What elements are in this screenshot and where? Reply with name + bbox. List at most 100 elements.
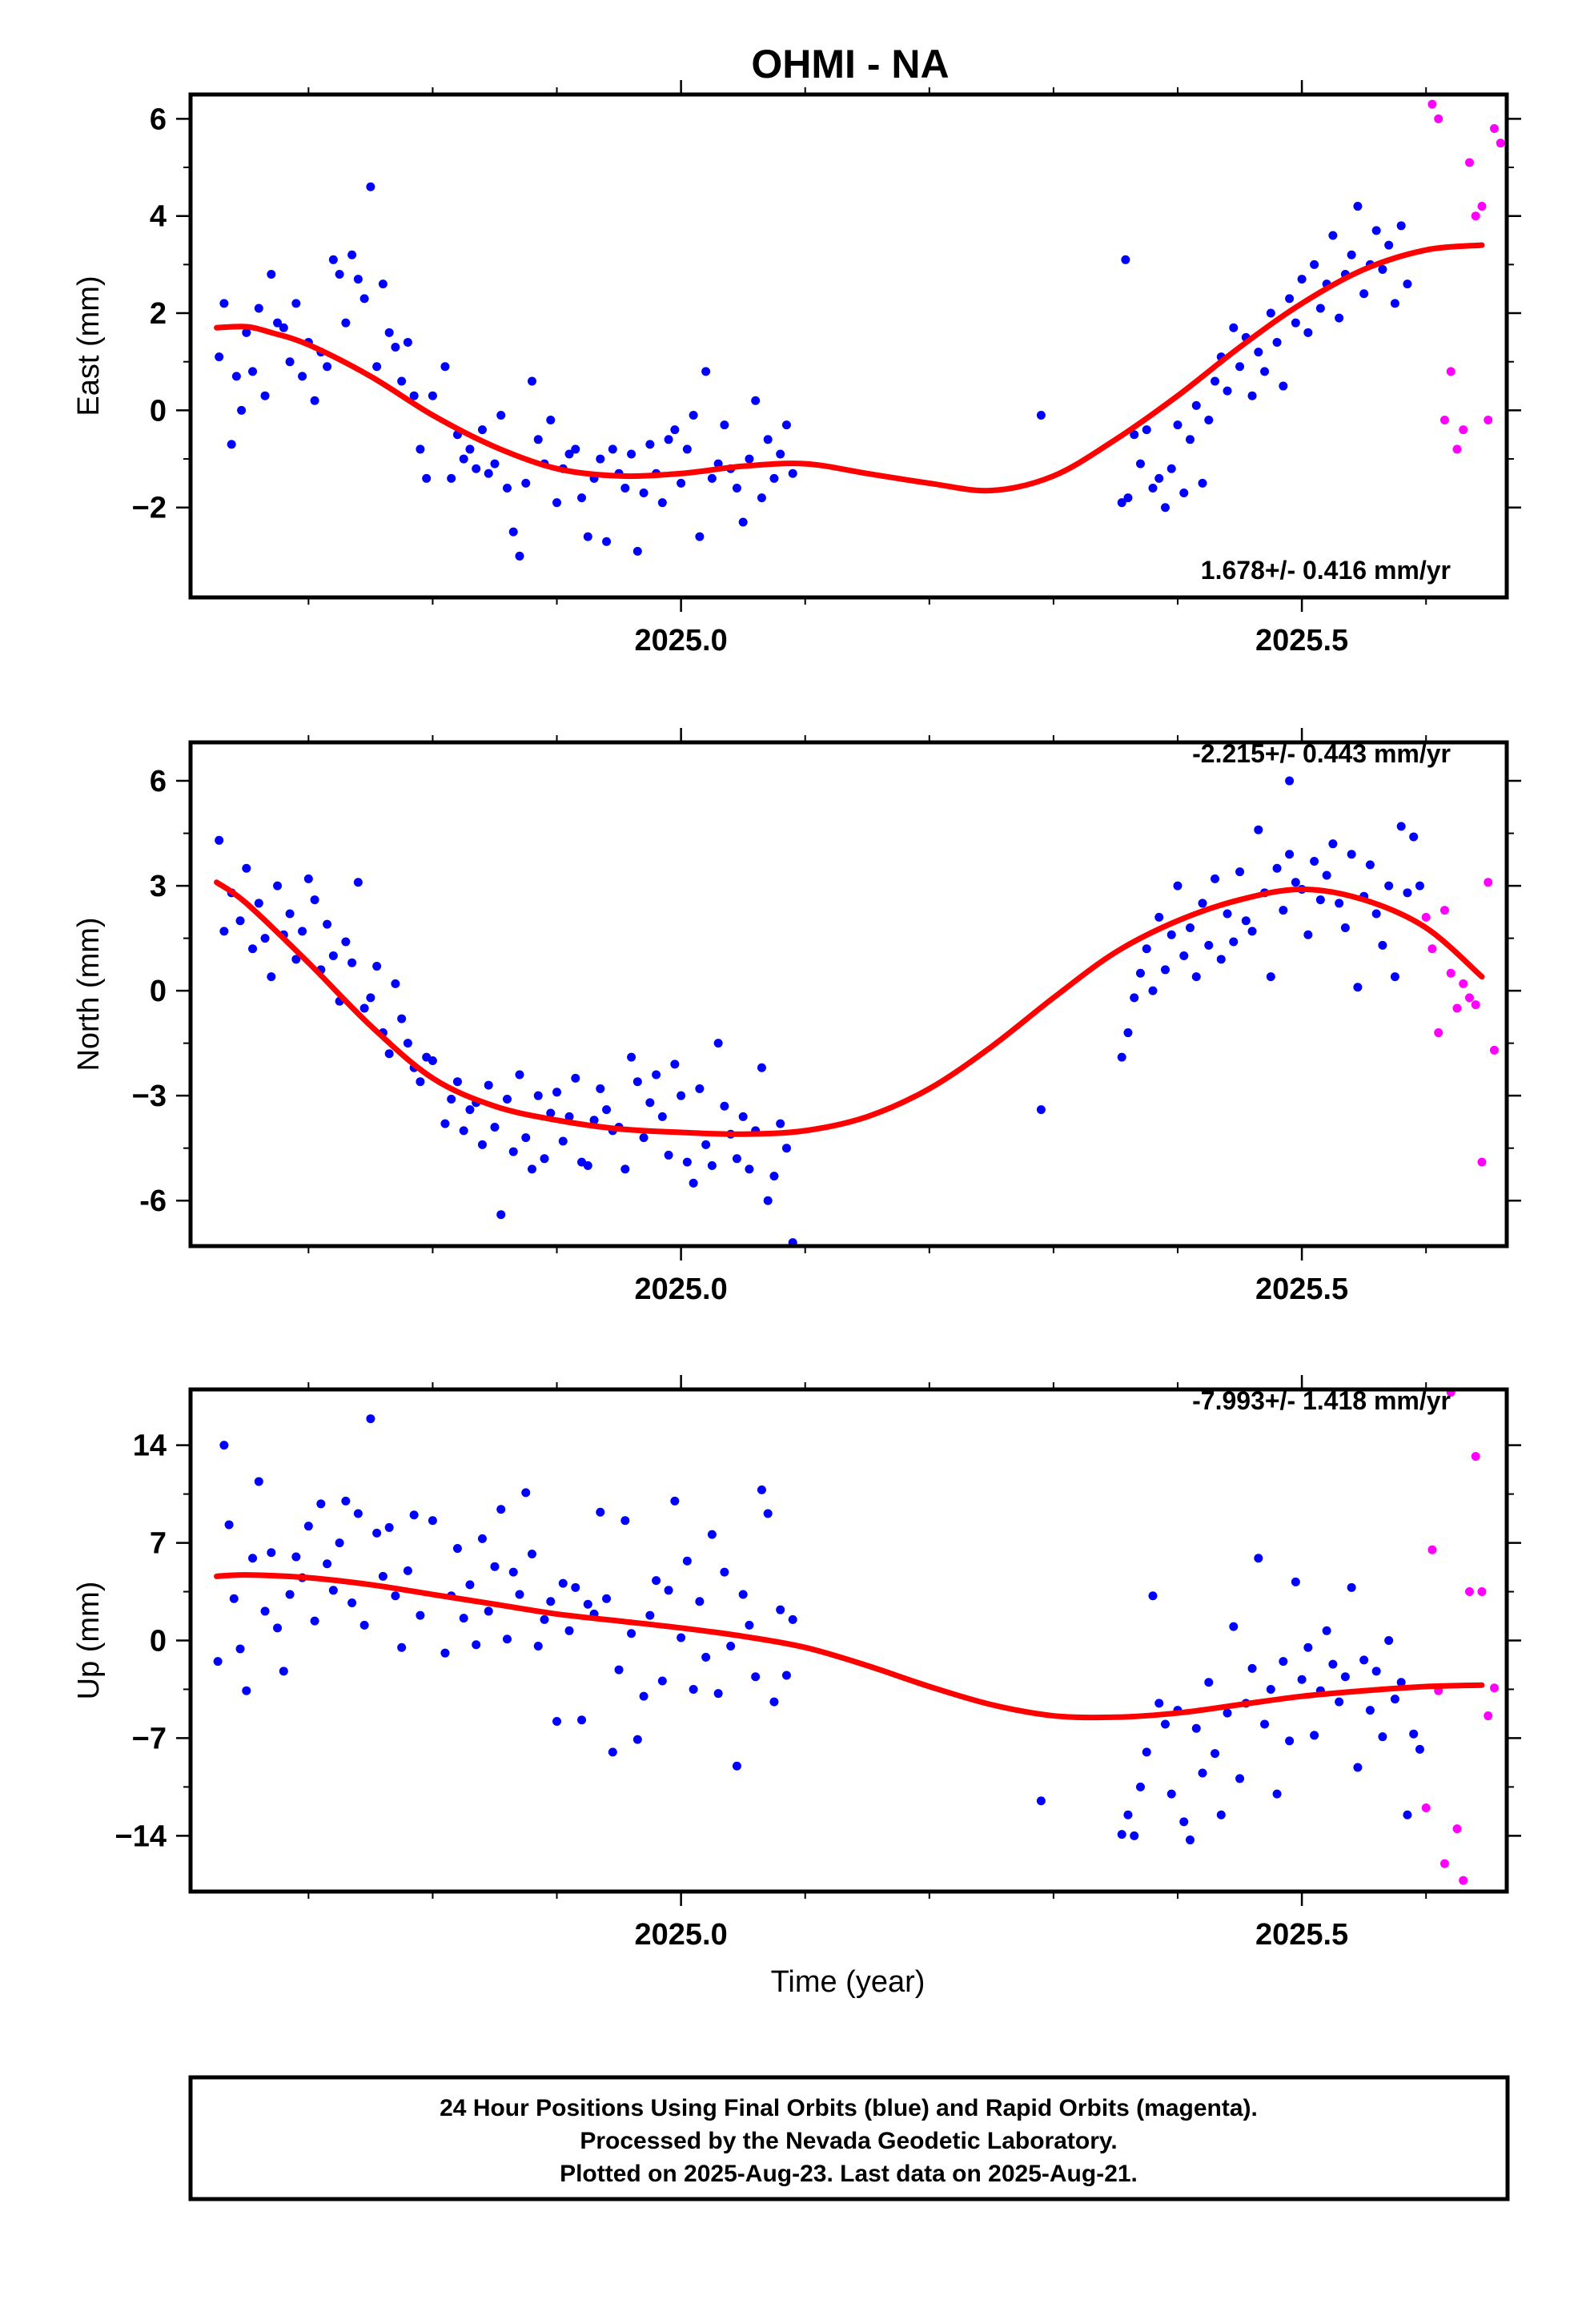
east-final-point (1396, 221, 1406, 231)
east-final-point (502, 483, 512, 493)
up-final-point (416, 1610, 425, 1620)
east-y-tick-label: 2 (150, 297, 167, 331)
up-final-point (620, 1516, 630, 1526)
up-final-point (1160, 1719, 1170, 1729)
up-final-point (235, 1644, 245, 1654)
north-final-point (1272, 863, 1282, 873)
north-final-point (769, 1172, 779, 1181)
north-final-point (677, 1091, 686, 1100)
up-final-point (1310, 1731, 1319, 1740)
north-final-point (602, 1105, 612, 1115)
up-final-point (1191, 1723, 1201, 1733)
north-final-point (1396, 822, 1406, 831)
east-final-point (279, 323, 288, 332)
up-final-point (303, 1522, 313, 1531)
up-final-point (1365, 1706, 1375, 1715)
east-final-point (219, 299, 229, 308)
north-rapid-point (1464, 993, 1474, 1003)
footer-box (188, 2075, 1510, 2201)
up-final-point (657, 1676, 667, 1686)
north-rapid-point (1477, 1157, 1487, 1167)
up-final-point (403, 1566, 412, 1575)
east-final-point (608, 444, 617, 454)
north-final-point (353, 878, 363, 887)
up-final-point (465, 1580, 475, 1590)
east-final-point (242, 328, 251, 337)
up-final-point (564, 1626, 574, 1635)
up-final-point (1371, 1667, 1381, 1676)
up-final-point (571, 1582, 580, 1592)
up-final-point (757, 1485, 766, 1494)
east-final-point (707, 473, 717, 483)
up-x-tick-label: 2025.5 (1255, 1918, 1348, 1952)
up-rapid-point (1477, 1587, 1487, 1597)
up-final-point (1415, 1744, 1424, 1754)
up-final-point (372, 1528, 382, 1538)
up-final-point (707, 1530, 717, 1539)
up-final-point (273, 1623, 283, 1633)
east-final-point (515, 551, 524, 561)
up-final-point (1179, 1817, 1189, 1827)
north-final-point (1347, 850, 1356, 859)
north-final-point (452, 1077, 462, 1087)
east-final-point (1310, 259, 1319, 269)
east-final-point (359, 294, 369, 304)
up-final-point (608, 1747, 617, 1757)
up-final-point (1148, 1591, 1158, 1601)
up-final-point (1235, 1774, 1245, 1783)
east-rapid-point (1484, 416, 1493, 425)
up-model-curve (214, 1572, 1485, 1721)
up-final-point (652, 1576, 661, 1586)
north-final-point (546, 1108, 556, 1118)
up-final-point (769, 1697, 779, 1707)
up-y-tick-label: 14 (133, 1429, 167, 1463)
east-final-point (1359, 289, 1369, 299)
up-final-point (1359, 1655, 1369, 1665)
up-final-point (664, 1586, 673, 1595)
east-final-point (1198, 478, 1207, 488)
east-y-tick-label: 6 (150, 103, 167, 136)
north-final-point (303, 874, 313, 883)
east-final-point (701, 367, 711, 376)
north-final-point (596, 1084, 605, 1093)
east-final-point (496, 410, 506, 420)
north-final-point (310, 895, 319, 905)
north-final-point (564, 1112, 574, 1121)
up-final-point (1216, 1810, 1226, 1819)
north-final-point (285, 909, 295, 919)
north-final-point (1179, 951, 1189, 960)
up-final-point (328, 1586, 338, 1595)
east-final-point (484, 468, 493, 478)
north-final-point (273, 881, 283, 891)
east-y-tick-label: 0 (150, 394, 167, 428)
east-final-point (428, 391, 437, 400)
north-final-point (1198, 899, 1207, 908)
east-final-point (738, 517, 748, 527)
footer-line-2: Processed by the Nevada Geodetic Laborat… (580, 2128, 1117, 2154)
east-final-point (1235, 362, 1245, 372)
east-rapid-point (1446, 367, 1456, 376)
north-final-point (328, 951, 338, 960)
north-final-point (260, 934, 270, 943)
east-final-point (310, 396, 319, 405)
up-final-point (409, 1510, 419, 1520)
north-final-point (1123, 1028, 1133, 1038)
east-y-axis-label: East (mm) (72, 275, 106, 416)
north-final-point (242, 863, 251, 873)
up-final-point (242, 1686, 251, 1695)
north-final-point (477, 1140, 487, 1149)
north-final-point (219, 927, 229, 936)
up-final-point (682, 1556, 692, 1566)
north-final-point (1186, 923, 1195, 933)
north-final-point (1291, 878, 1300, 887)
east-final-point (472, 464, 481, 473)
east-final-point (372, 362, 382, 372)
north-final-point (515, 1070, 524, 1080)
north-final-point (1266, 972, 1275, 982)
up-final-point (1403, 1810, 1412, 1819)
east-final-point (1347, 250, 1356, 259)
north-final-point (682, 1157, 692, 1167)
east-final-point (254, 304, 263, 313)
up-final-point (1198, 1768, 1207, 1778)
north-final-point (533, 1091, 543, 1100)
